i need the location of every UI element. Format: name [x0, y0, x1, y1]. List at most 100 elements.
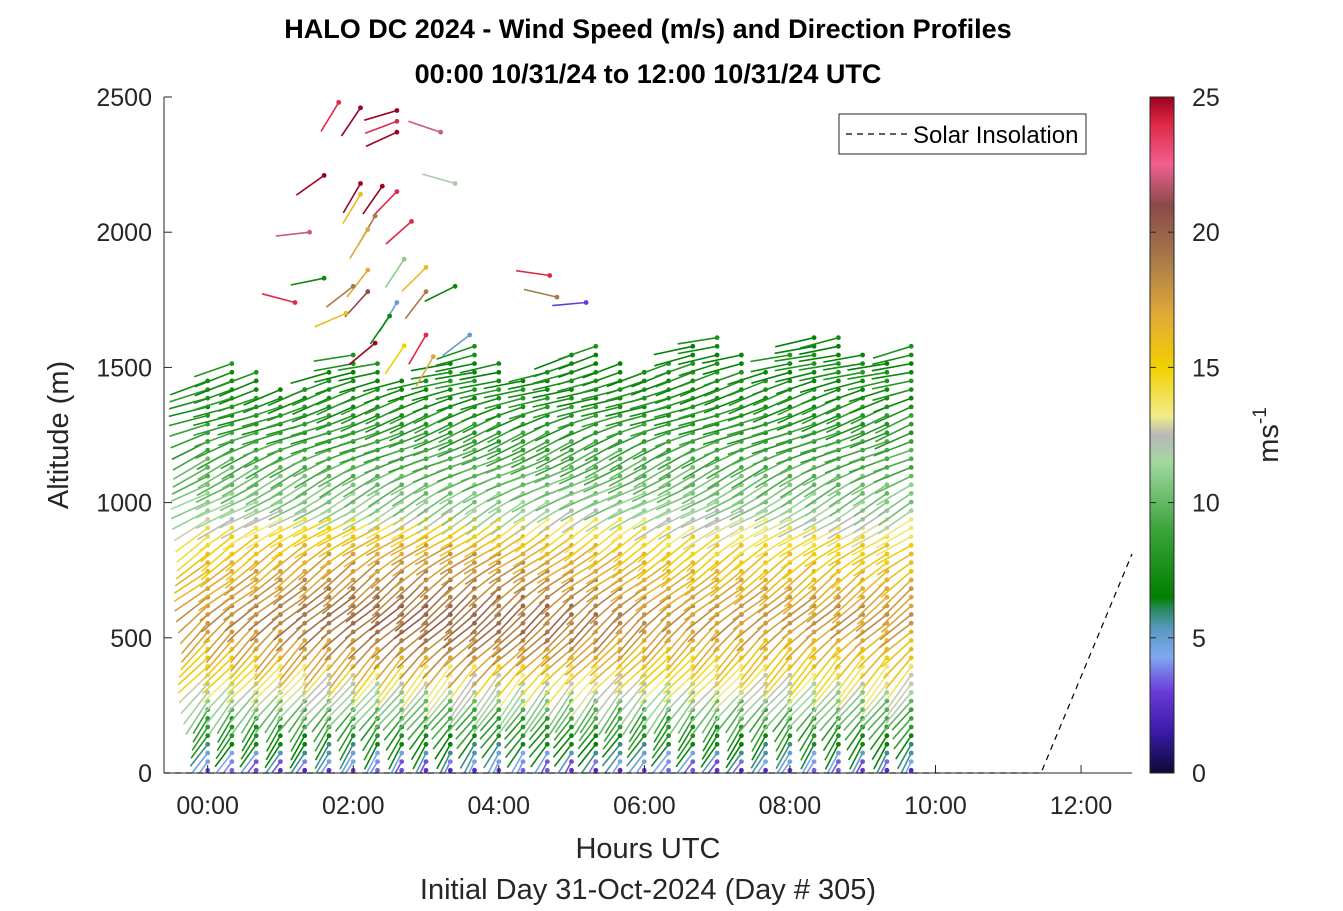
- wind-vector: [245, 484, 281, 506]
- wind-vector-point: [641, 681, 647, 687]
- wind-vector: [564, 648, 597, 676]
- wind-vector: [444, 579, 476, 608]
- wind-vector: [754, 527, 791, 548]
- wind-vector-point: [423, 741, 429, 747]
- wind-vector-point: [375, 473, 380, 479]
- wind-vector-point: [302, 568, 308, 574]
- wind-vector-point: [666, 525, 671, 531]
- wind-vector: [761, 691, 791, 722]
- wind-vector: [245, 527, 281, 550]
- wind-vector: [247, 579, 281, 605]
- wind-vector: [523, 288, 558, 298]
- wind-vector-point: [593, 759, 599, 764]
- wind-vector-point: [496, 716, 502, 721]
- wind-vector: [879, 631, 912, 658]
- wind-vector-point: [399, 707, 405, 713]
- wind-vector: [217, 717, 233, 743]
- wind-vector: [851, 752, 864, 773]
- wind-vector: [272, 579, 306, 606]
- wind-vector: [690, 648, 718, 680]
- wind-vector: [804, 544, 839, 568]
- wind-vector: [470, 588, 500, 618]
- wind-vector: [455, 709, 476, 731]
- wind-vector: [455, 717, 476, 740]
- wind-vector-point: [302, 542, 308, 548]
- wind-vector-point: [394, 189, 400, 195]
- wind-vector: [581, 380, 621, 394]
- wind-vector-point: [302, 672, 308, 678]
- wind-vector: [506, 743, 524, 768]
- wind-vector: [528, 717, 548, 741]
- wind-vector-point: [423, 767, 429, 773]
- wind-vector-point: [496, 664, 502, 669]
- wind-vector: [275, 622, 306, 652]
- wind-vector: [176, 536, 209, 563]
- wind-vector: [494, 657, 524, 687]
- wind-vector: [692, 700, 718, 734]
- wind-vector-point: [278, 517, 283, 522]
- wind-vector: [655, 501, 694, 520]
- wind-vector-point: [690, 361, 696, 366]
- wind-vector-point: [860, 759, 865, 764]
- wind-vector: [465, 518, 500, 544]
- wind-vector: [388, 432, 427, 449]
- wind-vector: [473, 666, 500, 699]
- wind-vector: [758, 579, 791, 607]
- x-axis-secondary-label: Initial Day 31-Oct-2024 (Day # 305): [420, 874, 876, 906]
- wind-vector: [253, 657, 281, 688]
- wind-vector: [486, 440, 524, 461]
- wind-vector: [170, 432, 209, 449]
- wind-vector-point: [763, 542, 768, 548]
- wind-vector: [377, 666, 403, 700]
- wind-vector: [195, 492, 233, 511]
- wind-vector: [900, 752, 912, 773]
- wind-vector: [655, 388, 694, 405]
- wind-vector: [242, 440, 281, 457]
- wind-vector: [775, 380, 815, 395]
- wind-vector: [418, 622, 451, 649]
- wind-vector-point: [399, 767, 405, 773]
- wind-vector: [653, 717, 670, 743]
- wind-vector: [340, 406, 378, 425]
- wind-vector-point: [739, 508, 744, 514]
- wind-vector-point: [908, 646, 914, 652]
- wind-vector: [524, 683, 548, 718]
- wind-vector: [748, 709, 767, 733]
- wind-vector: [629, 397, 669, 410]
- wind-vector: [363, 743, 379, 770]
- wind-vector: [321, 553, 354, 580]
- wind-vector-point: [544, 733, 550, 739]
- wind-vector: [763, 665, 791, 698]
- wind-vector: [345, 596, 378, 623]
- wind-vector: [515, 579, 548, 606]
- wind-vector: [683, 579, 718, 604]
- wind-vector: [538, 510, 572, 535]
- wind-vector: [558, 466, 597, 485]
- wind-vector: [851, 544, 888, 566]
- wind-vector-point: [860, 767, 865, 773]
- wind-vector: [432, 726, 451, 750]
- wind-vector-point: [302, 741, 308, 747]
- wind-vector: [612, 527, 645, 554]
- wind-vector-point: [326, 741, 332, 747]
- wind-vector-point: [641, 724, 647, 730]
- wind-vector-point: [666, 724, 671, 730]
- wind-vector: [776, 414, 815, 432]
- wind-vector-point: [229, 750, 235, 756]
- wind-vector: [823, 380, 863, 392]
- wind-vector-point: [787, 517, 793, 522]
- wind-vector: [481, 735, 500, 759]
- wind-vector-point: [860, 421, 865, 427]
- wind-vector-point: [399, 421, 405, 427]
- wind-vector: [735, 553, 767, 582]
- wind-vector-point: [666, 534, 671, 540]
- wind-vector: [279, 648, 306, 681]
- wind-vector-point: [763, 681, 768, 687]
- wind-vector-point: [739, 534, 744, 540]
- wind-vector-point: [884, 698, 890, 704]
- wind-vector: [394, 605, 427, 632]
- wind-vector-point: [520, 759, 526, 764]
- wind-vector: [206, 691, 233, 725]
- wind-vector-point: [496, 603, 502, 609]
- wind-vector-point: [447, 664, 453, 669]
